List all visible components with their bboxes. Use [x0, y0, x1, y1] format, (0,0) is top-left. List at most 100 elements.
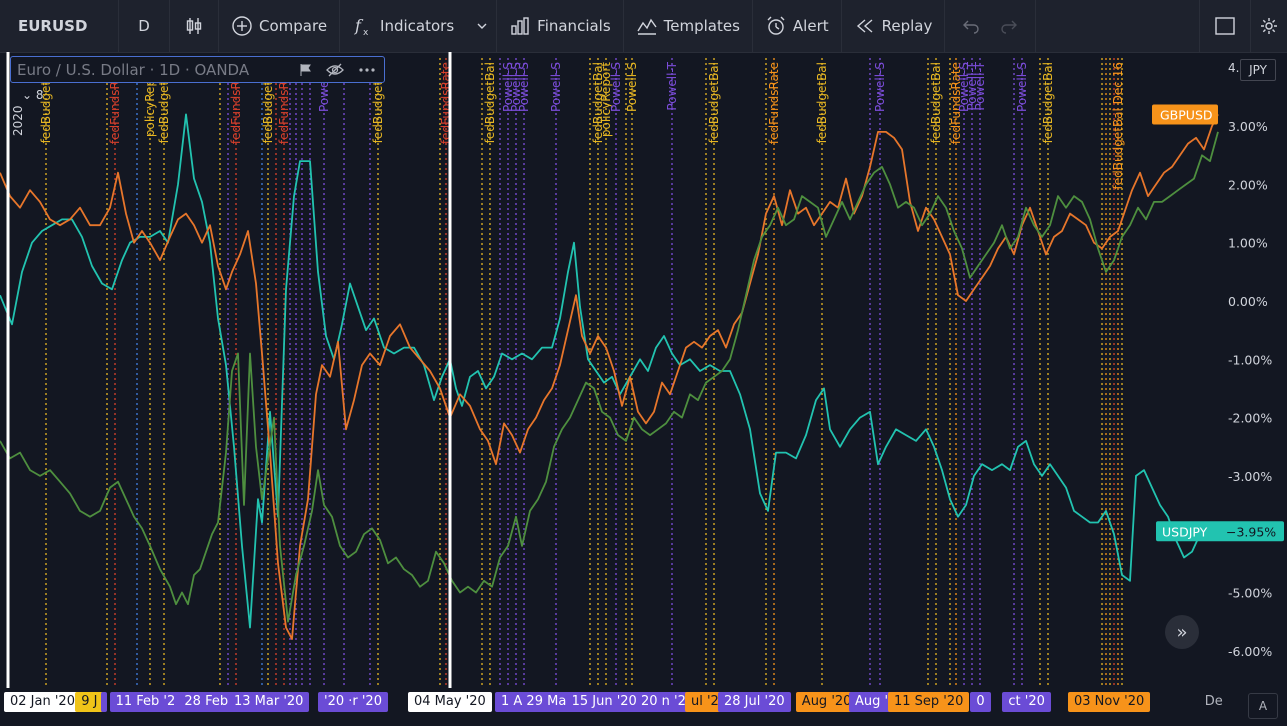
chevron-down-icon [477, 23, 487, 29]
series-line-usdjpy[interactable] [0, 131, 1219, 623]
interval-button[interactable]: D [119, 0, 170, 52]
crosshair [6, 52, 452, 688]
series-line-gbpusd[interactable] [0, 113, 1219, 640]
time-tick-label: 02 Jan '20 [4, 692, 81, 712]
chip-background [1152, 104, 1218, 125]
event-label[interactable]: Powell-S [873, 62, 887, 112]
plus-circle-icon [232, 16, 252, 36]
interval-label: D [138, 17, 150, 35]
symbol-search[interactable]: EURUSD [0, 0, 119, 52]
time-tick-label: 13 Mar '20 [228, 692, 310, 712]
time-tick-label: 0 [970, 692, 991, 712]
y-tick-label: 0.00% [1228, 294, 1268, 309]
event-label[interactable]: Powell-S [517, 62, 531, 112]
last-value-chip-gbpusd: GBPUSD [1152, 104, 1218, 125]
year-label: 2020 [11, 105, 25, 136]
time-tick-label [101, 692, 107, 712]
templates-icon [637, 18, 657, 35]
event-label[interactable]: fedBudgetBal Dec 16 [1111, 62, 1125, 189]
svg-text:f: f [354, 16, 364, 35]
settings-button[interactable] [1251, 0, 1287, 52]
event-label[interactable]: Powell-S [501, 62, 515, 112]
event-label[interactable]: Powell-T [965, 61, 979, 110]
event-markers: fedBudgetBal fedFundsRate policyReport fedB… [39, 58, 1125, 686]
time-tick-label: '20 ·r '20 [318, 692, 388, 712]
layout-square-icon [1215, 17, 1235, 35]
event-label[interactable]: fedBudgetBal [929, 62, 943, 143]
alert-button[interactable]: Alert [753, 0, 842, 52]
series-lines [0, 113, 1219, 640]
legend-title: Euro / U.S. Dollar · 1D · OANDA [17, 60, 250, 79]
time-tick-label: 03 Nov '20 [1068, 692, 1151, 712]
event-label[interactable]: fedBudgetBal [591, 62, 605, 143]
series-legend[interactable]: Euro / U.S. Dollar · 1D · OANDA [10, 56, 385, 83]
time-tick-label: Aug ' [849, 692, 895, 712]
legend-collapse-toggle[interactable]: ⌄ 8 [22, 88, 44, 102]
auto-scale-label: A [1258, 699, 1268, 713]
undo-icon[interactable] [961, 16, 981, 36]
price-axis[interactable]: 3.00%2.00%1.00%0.00%-1.00%-2.00%-3.00%-4… [1228, 119, 1272, 659]
alarm-clock-icon [767, 16, 785, 35]
event-label[interactable]: fedFundsRate [949, 62, 963, 144]
eye-off-icon[interactable] [326, 63, 344, 77]
chip-background [1156, 521, 1284, 542]
event-label[interactable]: fedFundsRate [767, 62, 781, 144]
event-label[interactable]: fedBudgetBal [815, 62, 829, 143]
event-label[interactable]: Powell-S [609, 62, 623, 112]
rewind-icon [856, 19, 873, 33]
templates-label: Templates [663, 17, 740, 35]
event-label[interactable]: fedBudgetBal [1041, 62, 1055, 143]
collapsed-count: 8 [35, 88, 44, 102]
axis-currency-label[interactable]: JPY [1240, 59, 1276, 81]
y-tick-label: 2.00% [1228, 177, 1268, 192]
event-label[interactable]: Powell-T [665, 61, 679, 110]
last-value-labels: GBPUSD USDJPY −3.95% [1152, 104, 1284, 542]
time-tick-label: Aug '20 [795, 692, 858, 712]
y-tick-label: -6.00% [1228, 644, 1272, 659]
event-label[interactable]: Powell-S [1015, 62, 1029, 112]
chip-label: USDJPY [1162, 524, 1208, 539]
layout-button[interactable] [1199, 0, 1251, 52]
chip-value: −3.95% [1226, 524, 1276, 539]
financials-button[interactable]: Financials [497, 0, 624, 52]
scroll-to-realtime-button[interactable]: » [1165, 615, 1199, 649]
y-tick-label: 3.00% [1228, 119, 1268, 134]
double-chevron-right-icon: » [1176, 621, 1188, 643]
replay-button[interactable]: Replay [842, 0, 946, 52]
bar-chart-icon [511, 17, 529, 35]
chart-plot[interactable]: fedBudgetBal fedFundsRate policyReport fedB… [0, 52, 1287, 688]
gear-icon [1261, 18, 1277, 34]
y-tick-label: -5.00% [1228, 586, 1272, 601]
event-label[interactable]: Powell-S [549, 62, 563, 112]
series-line-eurusd[interactable] [0, 113, 1208, 629]
svg-text:x: x [363, 28, 369, 37]
compare-button[interactable]: Compare [219, 0, 341, 52]
event-label[interactable]: Powell-S [625, 62, 639, 112]
event-label[interactable]: fedBudgetBal [483, 62, 497, 143]
event-label[interactable]: Powell-S [509, 62, 523, 112]
last-value-chip-usdjpy: USDJPY −3.95% [1156, 521, 1284, 542]
event-label[interactable]: Powell-S [957, 62, 971, 112]
chevron-down-icon: ⌄ [22, 88, 36, 102]
redo-icon[interactable] [999, 16, 1019, 36]
auto-scale-button[interactable]: A [1248, 693, 1278, 719]
time-tick-label: De [1204, 694, 1223, 709]
templates-button[interactable]: Templates [624, 0, 753, 52]
replay-label: Replay [881, 17, 933, 35]
time-axis[interactable]: 02 Jan '20 9 J 11 Feb '2 28 Feb 13 Mar '20 '2… [0, 688, 1287, 726]
undo-redo-group [945, 0, 1037, 52]
y-tick-label: -3.00% [1228, 469, 1272, 484]
flag-icon[interactable] [298, 63, 312, 77]
time-tick-label: 1 A 29 May [495, 692, 580, 712]
event-label[interactable]: Powell-T [973, 61, 987, 110]
axis-top-value: 4. [1228, 61, 1240, 75]
time-tick-label: ul '2 [685, 692, 725, 712]
time-tick-label: 9 J [75, 692, 104, 712]
more-dots-icon[interactable] [358, 63, 376, 77]
event-label[interactable]: policyReport [599, 62, 613, 137]
event-label[interactable]: fedBudgetBal [707, 62, 721, 143]
chart-type-button[interactable] [170, 0, 219, 52]
